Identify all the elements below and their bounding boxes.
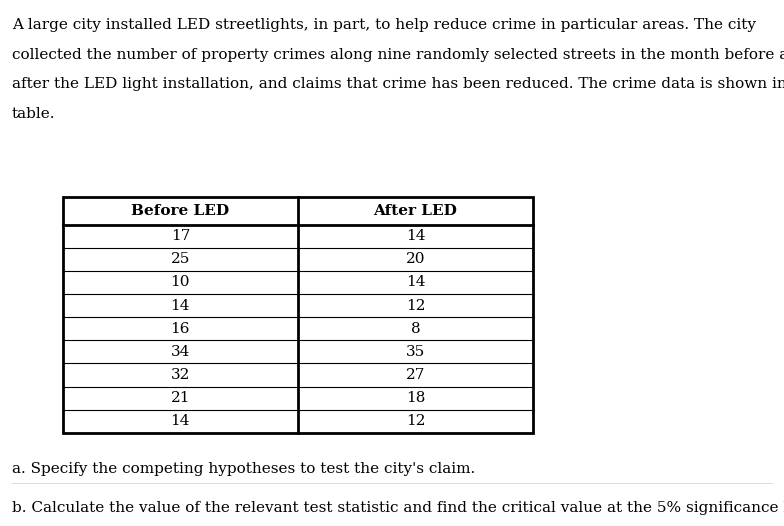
Text: Before LED: Before LED <box>131 204 230 218</box>
Text: 27: 27 <box>406 368 425 382</box>
Text: 32: 32 <box>171 368 190 382</box>
Text: 35: 35 <box>406 345 425 359</box>
Text: after the LED light installation, and claims that crime has been reduced. The cr: after the LED light installation, and cl… <box>12 77 784 92</box>
Text: table.: table. <box>12 107 55 121</box>
Text: 14: 14 <box>406 276 425 289</box>
Text: A large city installed LED streetlights, in part, to help reduce crime in partic: A large city installed LED streetlights,… <box>12 18 756 33</box>
Text: 12: 12 <box>406 299 425 312</box>
Text: 16: 16 <box>171 322 190 336</box>
Text: a. Specify the competing hypotheses to test the city's claim.: a. Specify the competing hypotheses to t… <box>12 462 475 476</box>
Text: 17: 17 <box>171 229 190 243</box>
Text: 12: 12 <box>406 414 425 428</box>
Text: b. Calculate the value of the relevant test statistic and find the critical valu: b. Calculate the value of the relevant t… <box>12 501 784 515</box>
Text: 10: 10 <box>171 276 190 289</box>
Text: 18: 18 <box>406 391 425 405</box>
Text: After LED: After LED <box>374 204 457 218</box>
Text: 14: 14 <box>406 229 425 243</box>
Text: 21: 21 <box>171 391 190 405</box>
Text: collected the number of property crimes along nine randomly selected streets in : collected the number of property crimes … <box>12 48 784 62</box>
Text: 8: 8 <box>411 322 420 336</box>
Text: 20: 20 <box>406 252 425 266</box>
Text: 14: 14 <box>171 299 190 312</box>
Text: 34: 34 <box>171 345 190 359</box>
Text: 14: 14 <box>171 414 190 428</box>
Text: 25: 25 <box>171 252 190 266</box>
